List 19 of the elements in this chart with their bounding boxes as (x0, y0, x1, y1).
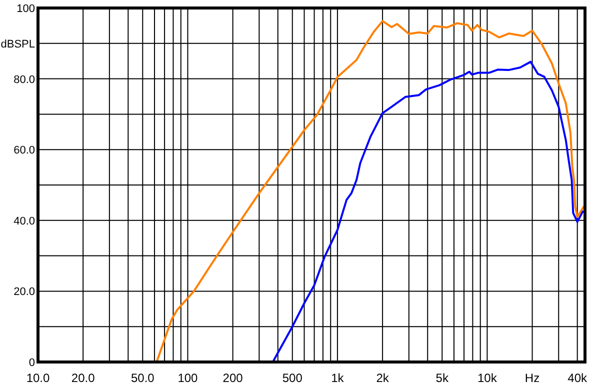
x-tick-label: Hz (524, 371, 540, 385)
x-tick-label: 500 (282, 371, 303, 385)
x-tick-label: 10k (478, 371, 498, 385)
y-tick-label: 100 (16, 3, 35, 15)
x-tick-label: 2k (376, 371, 390, 385)
y-tick-label: dBSPL (0, 38, 35, 50)
x-tick-label: 5k (436, 371, 450, 385)
x-tick-label: 100 (178, 371, 198, 385)
y-tick-label: 0 (28, 357, 35, 369)
x-tick-label: 10.0 (26, 371, 50, 385)
y-tick-label: 60.0 (14, 144, 35, 157)
y-tick-label: 20.0 (14, 286, 35, 298)
y-tick-label: 40.0 (14, 215, 35, 228)
x-tick-label: 20.0 (71, 371, 96, 385)
x-tick-label: 200 (222, 371, 244, 385)
x-tick-label: 50.0 (130, 371, 155, 385)
x-tick-label: 40k (568, 371, 588, 385)
y-tick-label: 80.0 (14, 74, 35, 86)
x-tick-label: 1k (331, 371, 345, 385)
